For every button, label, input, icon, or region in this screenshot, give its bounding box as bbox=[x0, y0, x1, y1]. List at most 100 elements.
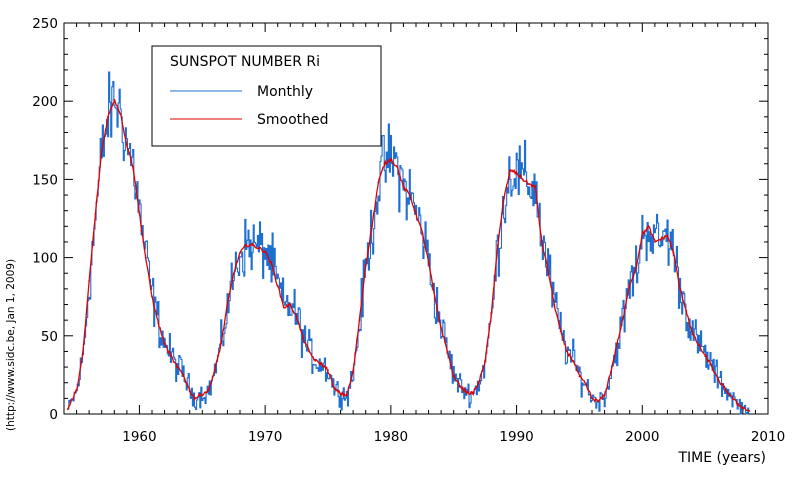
x-tick-label: 1980 bbox=[374, 429, 408, 445]
legend-label-smoothed: Smoothed bbox=[257, 112, 329, 128]
smoothed-point bbox=[553, 303, 556, 306]
smoothed-point bbox=[213, 369, 216, 372]
smoothed-point bbox=[151, 295, 153, 298]
y-tick-label: 250 bbox=[32, 16, 58, 32]
smoothed-point bbox=[119, 112, 122, 115]
smoothed-point bbox=[609, 370, 612, 373]
legend-title: SUNSPOT NUMBER Ri bbox=[170, 54, 320, 70]
smoothed-point bbox=[710, 364, 713, 367]
smoothed-point bbox=[125, 144, 128, 146]
smoothed-point bbox=[81, 353, 84, 356]
smoothed-point bbox=[515, 172, 518, 175]
smoothed-point bbox=[509, 169, 512, 171]
smoothed-point bbox=[364, 264, 367, 267]
smoothed-point bbox=[421, 231, 424, 234]
x-tick-label: 2010 bbox=[751, 429, 785, 445]
smoothed-point bbox=[653, 241, 656, 243]
smoothed-point bbox=[169, 355, 172, 358]
smoothed-point bbox=[327, 369, 329, 372]
smoothed-point bbox=[314, 359, 317, 362]
smoothed-point bbox=[547, 269, 549, 272]
smoothed-point bbox=[427, 261, 430, 264]
x-tick-label: 2000 bbox=[625, 429, 659, 445]
smoothed-point bbox=[88, 280, 91, 282]
smoothed-point bbox=[465, 391, 468, 394]
smoothed-point bbox=[113, 98, 116, 101]
smoothed-point bbox=[666, 234, 669, 237]
smoothed-point bbox=[635, 267, 637, 270]
smoothed-point bbox=[132, 165, 135, 168]
smoothed-point bbox=[138, 212, 141, 215]
smoothed-point bbox=[616, 342, 619, 345]
smoothed-point bbox=[383, 162, 386, 165]
smoothed-point bbox=[704, 355, 707, 358]
smoothed-point bbox=[251, 244, 254, 246]
smoothed-point bbox=[459, 384, 461, 387]
smoothed-point bbox=[220, 342, 223, 345]
smoothed-point bbox=[433, 297, 436, 300]
smoothed-point bbox=[94, 212, 97, 215]
legend: SUNSPOT NUMBER Ri Monthly Smoothed bbox=[151, 45, 382, 147]
smoothed-point bbox=[572, 359, 575, 362]
smoothed-point bbox=[729, 394, 732, 397]
monthly-line bbox=[67, 71, 750, 415]
smoothed-point bbox=[440, 327, 443, 329]
x-axis: 1960 1970 1980 1990 2000 2010 bbox=[63, 23, 785, 445]
smoothed-point bbox=[339, 392, 342, 395]
smoothed-point bbox=[295, 316, 298, 318]
x-tick-label: 1990 bbox=[499, 429, 533, 445]
smoothed-series bbox=[66, 98, 751, 412]
smoothed-point bbox=[301, 336, 304, 339]
smoothed-point bbox=[540, 241, 543, 243]
smoothed-point bbox=[182, 374, 185, 376]
smoothed-point bbox=[735, 402, 738, 404]
smoothed-point bbox=[402, 186, 405, 189]
smoothed-line bbox=[67, 99, 749, 412]
smoothed-point bbox=[672, 252, 675, 254]
smoothed-point bbox=[578, 375, 581, 378]
smoothed-point bbox=[320, 363, 323, 365]
smoothed-point bbox=[345, 394, 348, 397]
smoothed-point bbox=[741, 406, 744, 409]
smoothed-point bbox=[723, 386, 725, 389]
smoothed-point bbox=[408, 194, 411, 196]
y-axis: 0 50 100 150 200 250 bbox=[32, 16, 768, 423]
smoothed-point bbox=[584, 383, 587, 386]
smoothed-point bbox=[207, 389, 210, 392]
smoothed-point bbox=[446, 350, 449, 353]
y-tick-label: 50 bbox=[41, 329, 58, 345]
smoothed-point bbox=[264, 250, 267, 253]
monthly-series bbox=[67, 71, 750, 415]
smoothed-point bbox=[144, 256, 147, 259]
smoothed-point bbox=[496, 244, 499, 246]
smoothed-point bbox=[503, 197, 505, 200]
smoothed-point bbox=[679, 287, 681, 290]
smoothed-point bbox=[75, 389, 78, 392]
y-tick-label: 100 bbox=[32, 251, 58, 267]
x-axis-title: TIME (years) bbox=[677, 450, 766, 466]
smoothed-point bbox=[276, 284, 279, 287]
smoothed-point bbox=[245, 244, 248, 246]
smoothed-point bbox=[716, 378, 719, 381]
smoothed-point bbox=[188, 389, 191, 392]
y-tick-label: 0 bbox=[49, 407, 58, 423]
smoothed-point bbox=[647, 225, 650, 228]
smoothed-point bbox=[628, 283, 631, 286]
smoothed-point bbox=[389, 158, 392, 160]
smoothed-point bbox=[232, 272, 235, 275]
smoothed-point bbox=[697, 344, 700, 347]
smoothed-point bbox=[333, 388, 336, 390]
smoothed-point bbox=[452, 375, 455, 378]
smoothed-point bbox=[415, 212, 417, 215]
smoothed-point bbox=[352, 370, 355, 373]
y-tick-label: 150 bbox=[32, 172, 58, 188]
smoothed-point bbox=[66, 408, 69, 411]
smoothed-point bbox=[358, 319, 361, 322]
smoothed-point bbox=[521, 178, 524, 181]
smoothed-point bbox=[748, 409, 751, 412]
smoothed-point bbox=[471, 392, 474, 395]
x-tick-label: 1970 bbox=[248, 429, 282, 445]
smoothed-point bbox=[691, 333, 694, 336]
smoothed-point bbox=[477, 381, 480, 384]
